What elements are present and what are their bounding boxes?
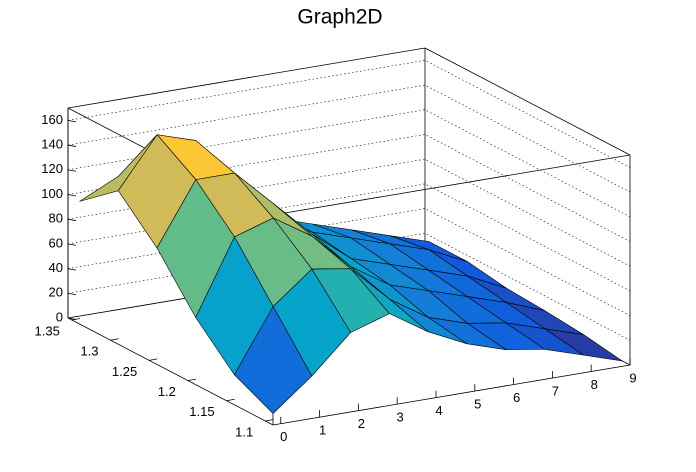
x-tick-label: 8 xyxy=(591,377,598,392)
z-tick-label: 100 xyxy=(41,186,63,201)
y-axis xyxy=(67,317,274,426)
z-tick-label: 80 xyxy=(49,211,63,226)
y-tick-label: 1.35 xyxy=(35,323,60,338)
z-tick xyxy=(67,268,77,271)
grid-line xyxy=(67,84,631,193)
chart-title: Graph2D xyxy=(297,6,382,29)
x-tick-label: 3 xyxy=(397,410,404,425)
x-tick-label: 2 xyxy=(358,416,365,431)
x-tick-label: 7 xyxy=(552,383,559,398)
z-tick-label: 20 xyxy=(49,285,63,300)
x-axis xyxy=(272,364,631,426)
z-tick-label: 120 xyxy=(41,161,63,176)
z-tick xyxy=(67,119,77,123)
z-tick-label: 40 xyxy=(49,260,63,275)
z-tick xyxy=(67,292,77,296)
y-tick xyxy=(226,398,235,402)
surface-cell xyxy=(234,306,313,414)
z-tick xyxy=(67,218,77,222)
y-tick xyxy=(265,419,274,422)
y-tick-label: 1.1 xyxy=(235,424,253,439)
y-tick xyxy=(110,338,119,341)
z-tick xyxy=(67,194,77,197)
x-tick-label: 4 xyxy=(435,403,442,418)
z-tick-label: 0 xyxy=(56,309,63,324)
x-tick-label: 6 xyxy=(513,390,520,405)
x-tick-label: 0 xyxy=(280,429,287,444)
z-tick-label: 60 xyxy=(49,235,63,250)
y-tick-label: 1.25 xyxy=(112,364,137,379)
box-edge xyxy=(67,47,426,109)
y-tick-label: 1.15 xyxy=(189,404,214,419)
x-tick-label: 1 xyxy=(319,423,326,438)
x-tick-label: 9 xyxy=(629,370,636,385)
y-tick-label: 1.3 xyxy=(80,344,98,359)
z-tick xyxy=(67,144,77,147)
y-tick xyxy=(149,358,158,361)
box-edge xyxy=(424,47,631,156)
y-tick-label: 1.2 xyxy=(158,384,176,399)
z-tick-label: 140 xyxy=(41,136,63,151)
z-tick xyxy=(67,243,77,246)
z-tick xyxy=(67,169,77,172)
y-tick xyxy=(187,378,196,381)
grid-line xyxy=(67,60,631,168)
box-edge xyxy=(272,154,631,216)
z-tick xyxy=(67,317,77,320)
x-tick-label: 5 xyxy=(474,397,481,412)
z-tick-label: 160 xyxy=(41,112,63,127)
